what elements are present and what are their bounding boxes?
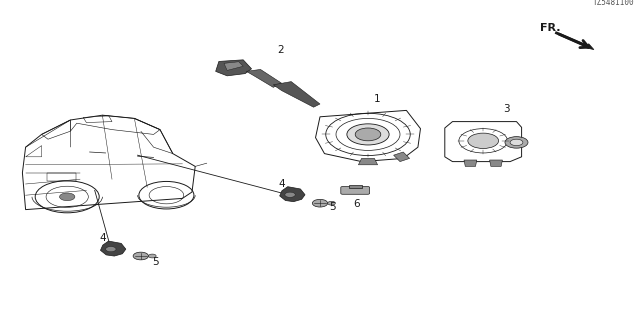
Circle shape xyxy=(468,133,499,148)
Polygon shape xyxy=(246,69,282,87)
Polygon shape xyxy=(273,82,320,107)
Polygon shape xyxy=(358,158,378,165)
Circle shape xyxy=(328,201,335,205)
Polygon shape xyxy=(490,160,502,166)
Text: 4: 4 xyxy=(99,233,106,244)
Polygon shape xyxy=(100,241,126,256)
Circle shape xyxy=(285,192,295,197)
Circle shape xyxy=(133,252,148,260)
Text: 2: 2 xyxy=(277,44,284,55)
Circle shape xyxy=(148,254,156,258)
Circle shape xyxy=(347,124,389,145)
Circle shape xyxy=(355,128,381,141)
Circle shape xyxy=(60,193,75,201)
Polygon shape xyxy=(464,160,477,166)
Polygon shape xyxy=(224,62,243,70)
FancyBboxPatch shape xyxy=(341,187,370,194)
Text: 5: 5 xyxy=(330,202,336,212)
FancyBboxPatch shape xyxy=(349,185,362,188)
Text: 6: 6 xyxy=(353,199,360,209)
Text: 3: 3 xyxy=(504,104,510,114)
Circle shape xyxy=(510,139,523,146)
Text: 5: 5 xyxy=(152,257,159,267)
Polygon shape xyxy=(216,60,252,76)
Circle shape xyxy=(312,199,328,207)
Text: TZ5481100: TZ5481100 xyxy=(593,0,635,7)
Polygon shape xyxy=(280,187,305,202)
Text: 4: 4 xyxy=(278,179,285,189)
Text: FR.: FR. xyxy=(540,23,561,33)
Circle shape xyxy=(106,247,116,252)
Polygon shape xyxy=(582,44,594,50)
Polygon shape xyxy=(394,152,410,162)
Text: 1: 1 xyxy=(374,94,381,104)
Circle shape xyxy=(505,137,528,148)
